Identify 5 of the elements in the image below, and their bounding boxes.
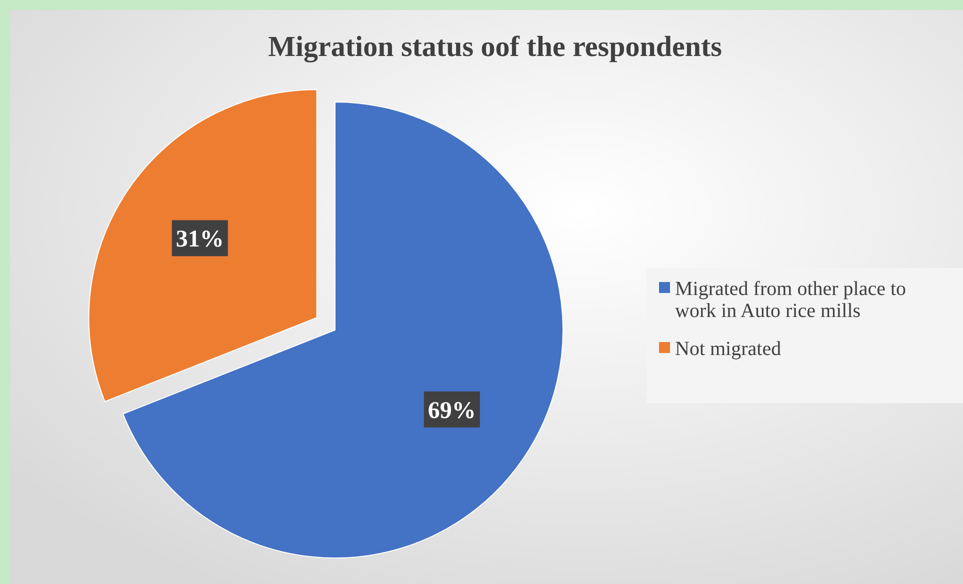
data-label: 69% <box>428 398 476 424</box>
slice-label: Migrated from other place to work in Auto rice mills <box>675 278 906 322</box>
chart-title: Migration status oof the respondents <box>268 31 722 63</box>
legend-label: Not migrated <box>675 338 782 360</box>
data-label: 31% <box>176 226 224 253</box>
